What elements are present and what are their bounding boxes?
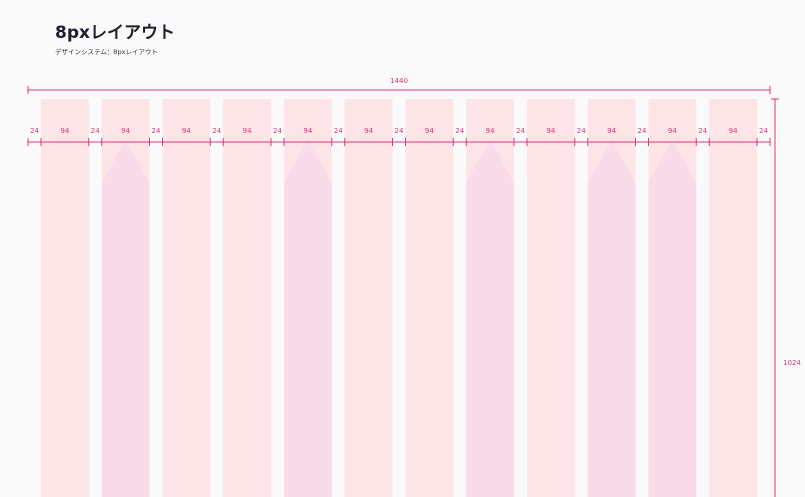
gutter-label: 24 bbox=[91, 127, 100, 135]
gutter-label: 24 bbox=[638, 127, 647, 135]
columns bbox=[41, 99, 757, 497]
gutter-label: 24 bbox=[455, 127, 464, 135]
column-highlight bbox=[284, 140, 332, 497]
gutter-label: 24 bbox=[577, 127, 586, 135]
column-label: 94 bbox=[607, 127, 616, 135]
column-label: 94 bbox=[121, 127, 130, 135]
gutter-label: 24 bbox=[698, 127, 707, 135]
grid-measures: 94 94 94 94 94 94 94 94 94 94 94 94 24 24 24 24 24 24 24 24… bbox=[27, 127, 771, 146]
column bbox=[162, 99, 211, 497]
column-label: 94 bbox=[182, 127, 191, 135]
column bbox=[223, 99, 271, 497]
column-label: 94 bbox=[668, 127, 677, 135]
column-label: 94 bbox=[546, 127, 555, 135]
gutter-label: 24 bbox=[516, 127, 525, 135]
column bbox=[344, 99, 393, 497]
column-label: 94 bbox=[303, 127, 312, 135]
width-label: 1440 bbox=[390, 77, 408, 85]
column-highlight bbox=[466, 140, 514, 497]
gutter-label: 24 bbox=[152, 127, 161, 135]
column-highlight bbox=[587, 140, 636, 497]
title: 8pxレイアウト bbox=[55, 23, 175, 43]
gutter-label: 24 bbox=[30, 127, 39, 135]
gutter-label: 24 bbox=[395, 127, 404, 135]
column-label: 94 bbox=[425, 127, 434, 135]
gutter-label: 24 bbox=[212, 127, 221, 135]
column-label: 94 bbox=[729, 127, 738, 135]
column bbox=[527, 99, 575, 497]
gutter-label: 24 bbox=[273, 127, 282, 135]
column-label: 94 bbox=[364, 127, 373, 135]
subtitle: デザインシステム：8pxレイアウト bbox=[55, 47, 158, 56]
gutter-label: 24 bbox=[334, 127, 343, 135]
column-label: 94 bbox=[243, 127, 252, 135]
column bbox=[41, 99, 89, 497]
column-label: 94 bbox=[60, 127, 69, 135]
column-highlight bbox=[648, 140, 697, 497]
height-label: 1024 bbox=[783, 359, 801, 367]
column bbox=[709, 99, 757, 497]
column-highlight bbox=[101, 140, 150, 497]
column bbox=[405, 99, 454, 497]
gutter-label: 24 bbox=[759, 127, 768, 135]
column-label: 94 bbox=[486, 127, 495, 135]
